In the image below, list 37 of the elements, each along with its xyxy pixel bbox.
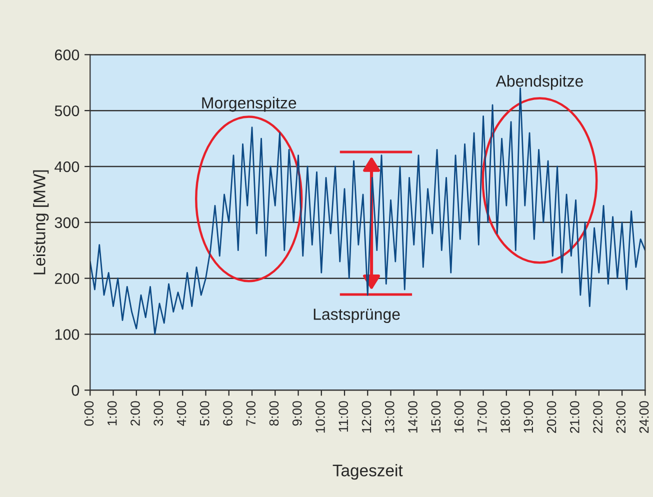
x-tick-label: 21:00 xyxy=(570,401,580,433)
x-tick-label: 2:00 xyxy=(130,401,140,426)
x-tick-label: 22:00 xyxy=(593,401,602,433)
x-tick-label: 19:00 xyxy=(524,401,534,433)
x-tick-label: 17:00 xyxy=(477,401,487,433)
x-tick-label: 12:00 xyxy=(362,401,372,433)
x-tick-label: 9:00 xyxy=(292,401,302,426)
y-tick-label: 100 xyxy=(55,329,80,340)
y-tick-label: 300 xyxy=(54,217,80,228)
x-tick-label: 5:00 xyxy=(200,401,210,426)
x-tick-label: 7:00 xyxy=(246,401,256,426)
x-axis-title: Tageszeit xyxy=(332,464,403,480)
x-tick-label: 18:00 xyxy=(500,401,510,433)
y-tick-label: 500 xyxy=(54,105,80,116)
x-tick-label: 16:00 xyxy=(454,401,464,433)
y-tick-label: 200 xyxy=(54,273,80,284)
y-tick-label: 600 xyxy=(54,50,80,60)
x-tick-label: 10:00 xyxy=(316,401,325,433)
y-tick-label: 400 xyxy=(54,161,80,172)
x-tick-label: 11:00 xyxy=(338,401,348,432)
y-tick-label: 0 xyxy=(72,385,80,396)
annotation: Lastsprünge xyxy=(314,308,400,324)
x-tick-label: 6:00 xyxy=(223,401,232,426)
y-axis-title: Leistung [MW] xyxy=(33,170,49,274)
annotation: Morgenspitze xyxy=(202,96,296,112)
x-tick-label: 1:00 xyxy=(107,401,117,426)
x-tick-label: 4:00 xyxy=(176,401,186,426)
x-tick-label: 8:00 xyxy=(269,401,279,426)
x-tick-label: 13:00 xyxy=(384,401,394,433)
x-tick-label: 20:00 xyxy=(546,401,556,433)
x-tick-label: 0:00 xyxy=(84,401,94,426)
x-tick-label: 24:00 xyxy=(639,401,649,433)
x-tick-label: 23:00 xyxy=(616,401,626,433)
x-tick-label: 3:00 xyxy=(154,401,164,426)
x-tick-label: 14:00 xyxy=(408,401,418,433)
annotation: Abendspitze xyxy=(496,75,583,90)
x-tick-label: 15:00 xyxy=(431,401,441,433)
